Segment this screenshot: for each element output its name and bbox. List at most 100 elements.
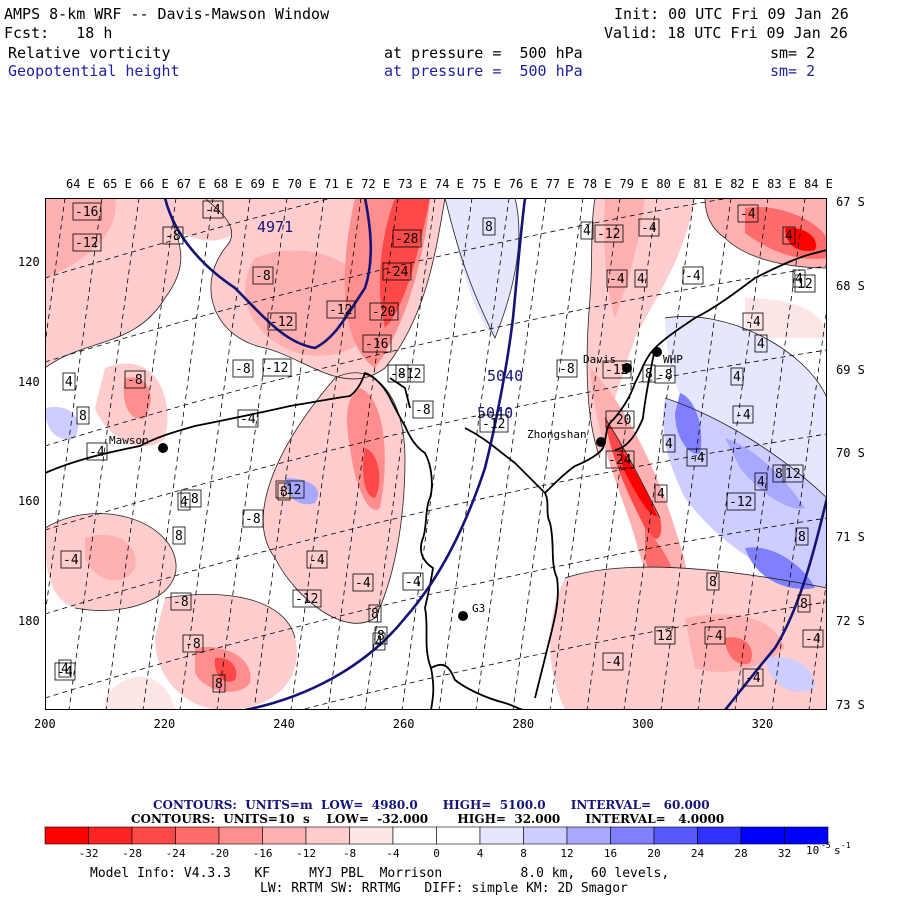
vorticity-label: -8 [127, 373, 143, 388]
valid-time: Valid: 18 UTC Fri 09 Jan 26 [604, 24, 848, 42]
vorticity-label: -4 [805, 632, 821, 647]
lon-label: 75 E [471, 177, 501, 191]
vorticity-label: -20 [608, 413, 631, 428]
vorticity-label-box [202, 200, 224, 219]
y-grid-label: 140 [18, 374, 40, 389]
lon-label: 74 E [435, 177, 464, 191]
colorbar-cell [305, 826, 350, 845]
vorticity-label: -4 [707, 629, 723, 644]
vorticity-label-box [374, 626, 388, 645]
vorticity-label: 4 [583, 224, 591, 239]
vorticity-label: 8 [280, 485, 288, 500]
colorbar-label: -8 [343, 847, 356, 860]
vorticity-label-box [602, 652, 624, 671]
vorticity-label: -8 [183, 492, 199, 507]
vorticity-label-box [754, 472, 768, 491]
x-grid-label: 260 [392, 717, 415, 731]
vorticity-label-box [772, 464, 786, 483]
vorticity-label: -20 [372, 305, 395, 320]
height-contour-info: CONTOURS: UNITS=m LOW= 4980.0 HIGH= 5100… [153, 798, 710, 812]
colorbar-label: 16 [604, 847, 617, 860]
vorticity-label: -8 [415, 403, 431, 418]
lat-label: 72 S [836, 614, 865, 628]
vorticity-label-box [686, 448, 708, 467]
vorticity-label: 8 [377, 629, 385, 644]
vorticity-label: -12 [265, 361, 288, 376]
field2-smooth: sm= 2 [770, 62, 816, 80]
x-grid-label: 320 [751, 717, 774, 731]
field1-level: at pressure = 500 hPa [384, 44, 583, 62]
vorticity-label-box [54, 662, 76, 681]
vorticity-label-box [352, 573, 374, 592]
vorticity-label: 8 [645, 367, 653, 382]
vorticity-label-box [362, 334, 392, 353]
place-label-davis: Davis [583, 353, 616, 366]
vorticity-label: -8 [173, 595, 189, 610]
vorticity-contour-labels: -16-12 -8-4-8-12-28-24-20-16-12-12-8 -124-… [54, 200, 824, 693]
place-labels: Davis WHP Zhongshan Mawson G3 [109, 353, 683, 615]
title: AMPS 8-km WRF -- Davis-Mawson Window [4, 5, 330, 23]
colorbar-label: -24 [166, 847, 186, 860]
vorticity-label-box [262, 358, 292, 377]
vorticity-label: -12 [270, 315, 293, 330]
parallel-line [45, 198, 732, 363]
colorbar-cell [479, 826, 524, 845]
colorbar-label: 24 [691, 847, 705, 860]
vorticity-label: -4 [57, 665, 73, 680]
field1-name: Relative vorticity [8, 44, 171, 62]
vorticity-label-box [392, 229, 422, 248]
vorticity-label: -4 [735, 408, 751, 423]
vorticity-label-box [177, 492, 191, 511]
lon-label: 81 E [693, 177, 723, 191]
vorticity-label: 8 [775, 467, 783, 482]
colorbar-cell [262, 826, 307, 845]
vorticity-label-box [706, 572, 720, 591]
vorticity-label: 4 [795, 272, 803, 287]
vorticity-label-box [795, 527, 809, 546]
height-label-5040a: 5040 [487, 367, 523, 385]
colorbar-cell [436, 826, 481, 845]
colorbar-cell [349, 826, 394, 845]
vorticity-label-box [402, 572, 424, 591]
vorticity-label: 4 [733, 370, 741, 385]
vorticity-contour-info: CONTOURS: UNITS=10 s LOW= -32.000 HIGH= … [131, 812, 725, 826]
colorbar-cell [566, 826, 611, 845]
vorticity-label: -4 [641, 221, 657, 236]
vorticity-label-box [267, 312, 297, 331]
colorbar-cell [523, 826, 568, 845]
vorticity-label: 8 [79, 409, 87, 424]
vorticity-label: 4 [785, 229, 793, 244]
vorticity-label: -24 [385, 265, 409, 280]
height-label-4971: 4971 [257, 218, 293, 236]
vorticity-label-box [654, 484, 668, 503]
vorticity-label: -4 [405, 575, 421, 590]
colorbar-label: 4 [477, 847, 484, 860]
lon-label: 79 E [619, 177, 649, 191]
vorticity-label-box [556, 359, 578, 378]
colorbar-label: 0 [433, 847, 440, 860]
vorticity-label: -8 [235, 362, 251, 377]
vorticity-label-box [654, 626, 676, 645]
vorticity-label-box [292, 589, 322, 608]
vorticity-label-box [76, 406, 90, 425]
vorticity-label: 4 [665, 437, 673, 452]
vorticity-label-box [182, 634, 204, 653]
vorticity-label-box [86, 442, 108, 461]
colorbar-label: 32 [778, 847, 791, 860]
colorbar-label: -12 [296, 847, 316, 860]
lat-label: 69 S [836, 362, 865, 377]
vorticity-label-box [654, 365, 676, 384]
vorticity-label: -4 [745, 671, 761, 686]
vorticity-label-box [382, 262, 412, 281]
vorticity-label-box [72, 202, 102, 221]
vorticity-label: -12 [75, 236, 98, 251]
map-plot: Davis WHP Zhongshan Mawson G3 4971 5040 … [45, 198, 827, 710]
vorticity-label: -12 [398, 367, 421, 382]
x-grid-label: 240 [273, 717, 295, 731]
vorticity-label-box [742, 668, 764, 687]
vorticity-label: -8 [165, 229, 181, 244]
vorticity-label-box [368, 604, 382, 623]
vorticity-label-box [232, 359, 254, 378]
vorticity-label-box [782, 464, 804, 483]
vorticity-label: -4 [240, 412, 256, 427]
